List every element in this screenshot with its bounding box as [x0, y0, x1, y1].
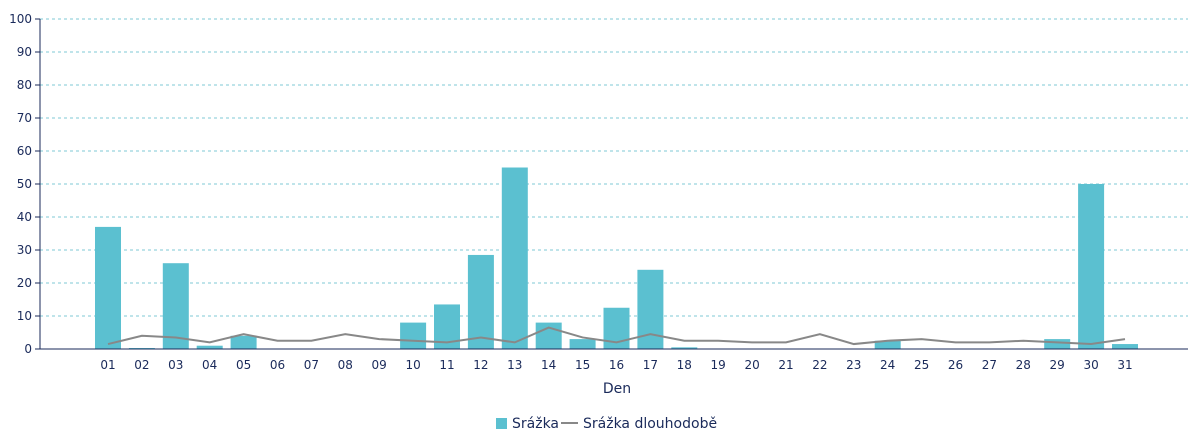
x-tick-label: 14: [541, 358, 556, 372]
x-tick-label: 09: [372, 358, 387, 372]
bar: [400, 322, 427, 349]
axes: [39, 19, 1188, 350]
x-tick-label: 17: [643, 358, 658, 372]
x-tick-label: 04: [202, 358, 217, 372]
bar: [501, 167, 528, 349]
x-tick-label: 19: [711, 358, 726, 372]
bar: [1044, 339, 1071, 349]
x-tick-label: 06: [270, 358, 285, 372]
x-tick-label: 27: [982, 358, 997, 372]
x-tick-label: 20: [744, 358, 759, 372]
x-tick-label: 25: [914, 358, 929, 372]
y-tick-label: 70: [17, 111, 32, 125]
x-tick-label: 29: [1050, 358, 1065, 372]
series-line: [107, 326, 1126, 346]
x-tick-label: 21: [778, 358, 793, 372]
legend-label-bar: Srážka: [512, 416, 559, 430]
bar: [1112, 344, 1138, 349]
x-tick-label: 11: [439, 358, 454, 372]
legend-label-line: Srážka dlouhodobě: [583, 416, 717, 430]
x-tick-label: 15: [575, 358, 590, 372]
y-tick-label: 60: [17, 144, 32, 158]
x-tick-label: 26: [948, 358, 963, 372]
x-tick-label: 08: [338, 358, 353, 372]
y-tick-label: 40: [17, 210, 32, 224]
x-tick-label: 18: [677, 358, 692, 372]
y-tick-label: 0: [24, 342, 32, 356]
legend: Srážka Srážka dlouhodobě: [496, 416, 717, 430]
bar: [196, 345, 223, 349]
y-tick-label: 90: [17, 45, 32, 59]
x-tick-label: 10: [405, 358, 420, 372]
x-tick-label: 02: [134, 358, 149, 372]
y-tick-label: 10: [17, 309, 32, 323]
x-tick-label: 05: [236, 358, 251, 372]
bar-series: [95, 167, 1138, 349]
y-tick-label: 50: [17, 177, 32, 191]
x-tick-label: 31: [1117, 358, 1132, 372]
bar: [1078, 184, 1105, 349]
x-axis-title: Den: [603, 381, 631, 397]
x-tick-label: 16: [609, 358, 624, 372]
y-tick-label: 80: [17, 78, 32, 92]
y-tick-label: 100: [9, 12, 32, 26]
x-tick-label: 12: [473, 358, 488, 372]
x-tick-label: 01: [100, 358, 115, 372]
bar: [230, 335, 257, 349]
bar: [467, 254, 494, 349]
y-tick-label: 20: [17, 276, 32, 290]
y-tick-label: 30: [17, 243, 32, 257]
x-tick-label: 22: [812, 358, 827, 372]
bar: [569, 339, 596, 349]
x-tick-label: 24: [880, 358, 895, 372]
y-axis-ticks: 0 10 20 30 40 50 60 70 80 90 100: [9, 12, 40, 356]
x-tick-label: 28: [1016, 358, 1031, 372]
bar: [671, 347, 698, 349]
grid-lines: [40, 18, 1188, 317]
bar: [95, 226, 121, 349]
x-tick-label: 13: [507, 358, 522, 372]
x-tick-label: 30: [1083, 358, 1098, 372]
x-tick-label: 07: [304, 358, 319, 372]
x-axis-ticks: 01 02 03 04 05 06 07 08 09 10 11 12 13 14 15 16 17 18 19 20…: [100, 358, 1132, 372]
bar: [874, 340, 901, 349]
line-series: [107, 326, 1126, 346]
x-tick-label: 23: [846, 358, 861, 372]
bar: [162, 263, 189, 349]
legend-swatch-bar: [496, 418, 507, 429]
x-tick-label: 03: [168, 358, 183, 372]
